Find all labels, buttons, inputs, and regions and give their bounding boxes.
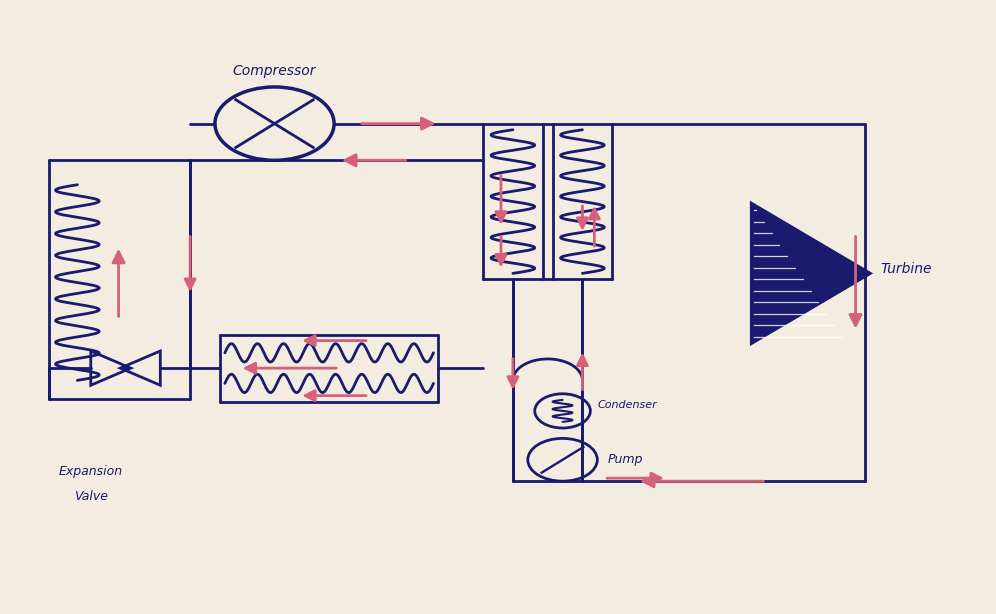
Text: Expansion: Expansion [59,465,123,478]
Text: Compressor: Compressor [233,64,317,78]
Text: Condenser: Condenser [598,400,657,410]
Text: Turbine: Turbine [880,262,932,276]
Text: Pump: Pump [608,453,642,466]
Polygon shape [751,203,871,344]
Text: Valve: Valve [74,489,108,502]
